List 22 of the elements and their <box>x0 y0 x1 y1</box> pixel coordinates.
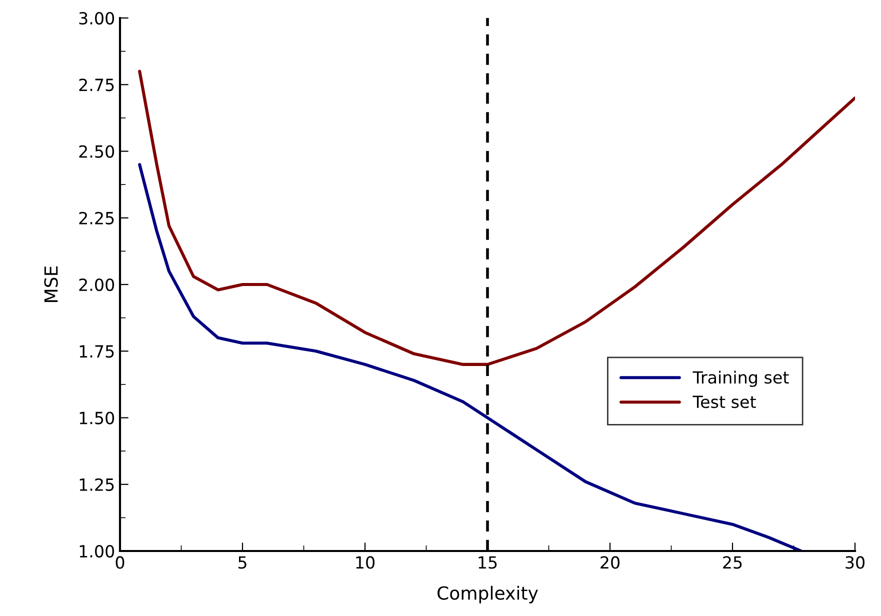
y-tick-label: 1.00 <box>80 544 114 558</box>
x-tick-label: 0 <box>116 556 124 569</box>
y-tick-label: 2.00 <box>79 278 114 292</box>
x-tick-label: 25 <box>723 556 742 569</box>
x-axis-title: Complexity <box>438 586 538 604</box>
y-tick-label: 1.75 <box>80 345 114 358</box>
line-series <box>138 70 855 366</box>
legend-label: Training set <box>692 370 789 387</box>
line-series <box>138 163 803 551</box>
y-tick-label: 3.00 <box>79 12 114 25</box>
y-tick-label: 2.50 <box>79 145 114 158</box>
x-tick-label: 10 <box>356 556 374 569</box>
x-tick-label: 15 <box>478 556 497 569</box>
y-tick-label: 2.75 <box>79 78 114 92</box>
y-axis-title: MSE <box>44 266 58 302</box>
y-tick-label: 2.25 <box>79 212 114 224</box>
x-tick-label: 5 <box>238 556 246 569</box>
y-tick-label: 1.50 <box>80 412 114 424</box>
legend-label: Test set <box>692 396 756 408</box>
x-tick-label: 30 <box>846 556 864 569</box>
x-tick-label: 20 <box>600 556 620 569</box>
y-tick-label: 1.25 <box>80 478 114 491</box>
